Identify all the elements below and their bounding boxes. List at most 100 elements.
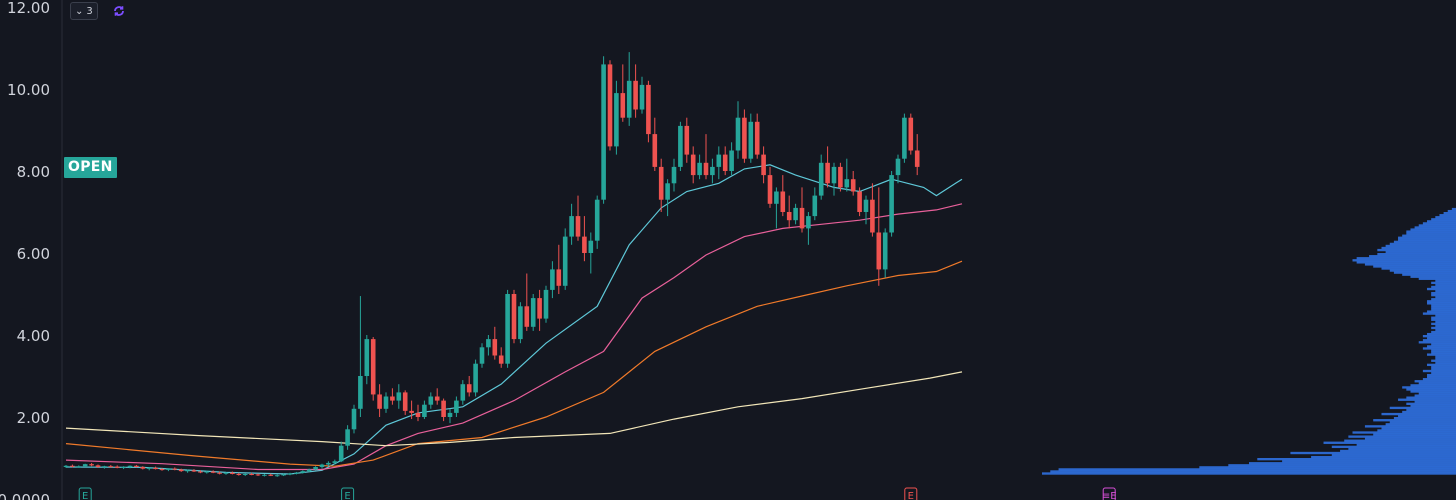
volume-profile-bar	[1373, 419, 1456, 422]
volume-profile-bar	[1422, 335, 1456, 338]
candle-up	[127, 465, 133, 468]
volume-profile-bar	[1431, 304, 1456, 307]
sync-icon[interactable]	[112, 4, 126, 18]
candle-down	[582, 236, 587, 253]
volume-profile-bar	[1340, 449, 1456, 453]
y-tick-label: 4.00	[17, 327, 50, 345]
volume-profile-bar	[1418, 382, 1456, 385]
candle-up	[831, 166, 837, 184]
volume-profile-bar	[1427, 345, 1456, 348]
candle-down	[684, 125, 690, 155]
candle-up	[281, 474, 286, 476]
candle-down	[742, 117, 747, 159]
volume-profile-bar	[1422, 339, 1456, 342]
volume-profile-bar	[1431, 281, 1456, 285]
volume-profile-bar	[1356, 257, 1456, 260]
y-tick-label: 0.0000	[0, 491, 50, 500]
candle-up	[274, 475, 280, 477]
candle-down	[153, 467, 158, 470]
earnings-marker-label: E	[344, 491, 350, 500]
candle-down	[178, 469, 184, 472]
candle-down	[434, 396, 440, 401]
volume-profile-bar	[1422, 222, 1456, 225]
volume-profile-bar	[1418, 392, 1456, 395]
volume-profile-bar	[1228, 464, 1456, 467]
candle-down	[191, 470, 197, 472]
candle-up	[63, 465, 69, 468]
candle-down	[210, 471, 216, 473]
candle-up	[364, 339, 370, 376]
candle-up	[665, 183, 670, 200]
volume-profile-bar	[1418, 277, 1456, 280]
candle-up	[882, 232, 888, 270]
candle-up	[806, 216, 811, 229]
volume-profile-bar	[1406, 232, 1456, 235]
candle-down	[876, 232, 882, 270]
volume-profile-bar	[1435, 328, 1456, 332]
candle-up	[223, 472, 229, 474]
volume-profile-bar	[1373, 433, 1456, 436]
earnings-marker-label: ≡E	[1102, 491, 1117, 500]
volume-profile-bar	[1369, 255, 1456, 258]
volume-profile-bar	[1331, 453, 1456, 457]
candle-down	[441, 400, 446, 417]
collapse-indicators-button[interactable]: ⌄ 3	[70, 2, 98, 20]
volume-profile-bar	[1431, 351, 1456, 354]
candle-up	[505, 294, 510, 364]
candle-up	[428, 396, 434, 405]
candle-up	[486, 339, 491, 348]
volume-profile-bar	[1431, 365, 1456, 369]
volume-profile-bar	[1348, 447, 1456, 451]
volume-profile-bar	[1410, 404, 1456, 408]
volume-profile-bar	[1398, 238, 1456, 241]
volume-profile-bar	[1410, 390, 1456, 393]
candle-down	[754, 121, 760, 155]
candle-up	[697, 162, 702, 176]
volume-profile-bar	[1414, 226, 1456, 229]
candle-down	[114, 466, 120, 468]
volume-profile-bar	[1414, 380, 1456, 383]
candle-up	[614, 93, 619, 147]
candle-up	[447, 412, 453, 417]
volume-profile-bar	[1435, 296, 1456, 299]
candle-up	[460, 384, 466, 401]
candle-down	[140, 467, 146, 469]
candle-up	[319, 464, 325, 468]
volume-profile-bar	[1422, 312, 1456, 315]
candle-down	[767, 175, 773, 204]
candle-down	[255, 474, 261, 476]
volume-profile-bar	[1451, 207, 1456, 211]
candle-up	[383, 396, 389, 409]
volume-profile-bar	[1431, 349, 1456, 352]
volume-profile-bar	[1393, 417, 1456, 420]
volume-profile-bar	[1418, 224, 1456, 227]
candle-down	[217, 472, 222, 474]
volume-profile-bar	[1377, 429, 1456, 432]
volume-profile-bar	[1427, 300, 1456, 303]
candle-down	[172, 468, 178, 470]
candle-down	[825, 162, 830, 184]
candle-up	[358, 376, 363, 409]
y-tick-label: 12.00	[7, 0, 50, 17]
moving-average-line-1	[65, 164, 963, 475]
volume-profile-bar	[1385, 244, 1456, 248]
volume-profile-bar	[1431, 343, 1456, 346]
volume-profile-bar	[1398, 414, 1456, 418]
volume-profile-bar	[1427, 220, 1456, 223]
candle-up	[818, 162, 824, 196]
volume-profile-bar	[1398, 398, 1456, 401]
candle-down	[249, 473, 254, 475]
volume-profile-bar	[1364, 263, 1456, 266]
volume-profile-bar	[1311, 455, 1456, 459]
volume-profile-bar	[1435, 361, 1456, 364]
candle-up	[76, 466, 82, 468]
chevron-down-icon: ⌄	[75, 5, 84, 17]
candle-up	[678, 125, 683, 167]
volume-profile-bar	[1422, 369, 1456, 373]
volume-profile-bar	[1381, 267, 1456, 270]
volume-profile-bar	[1402, 410, 1456, 414]
candle-up	[601, 64, 606, 200]
candle-up	[454, 400, 459, 413]
